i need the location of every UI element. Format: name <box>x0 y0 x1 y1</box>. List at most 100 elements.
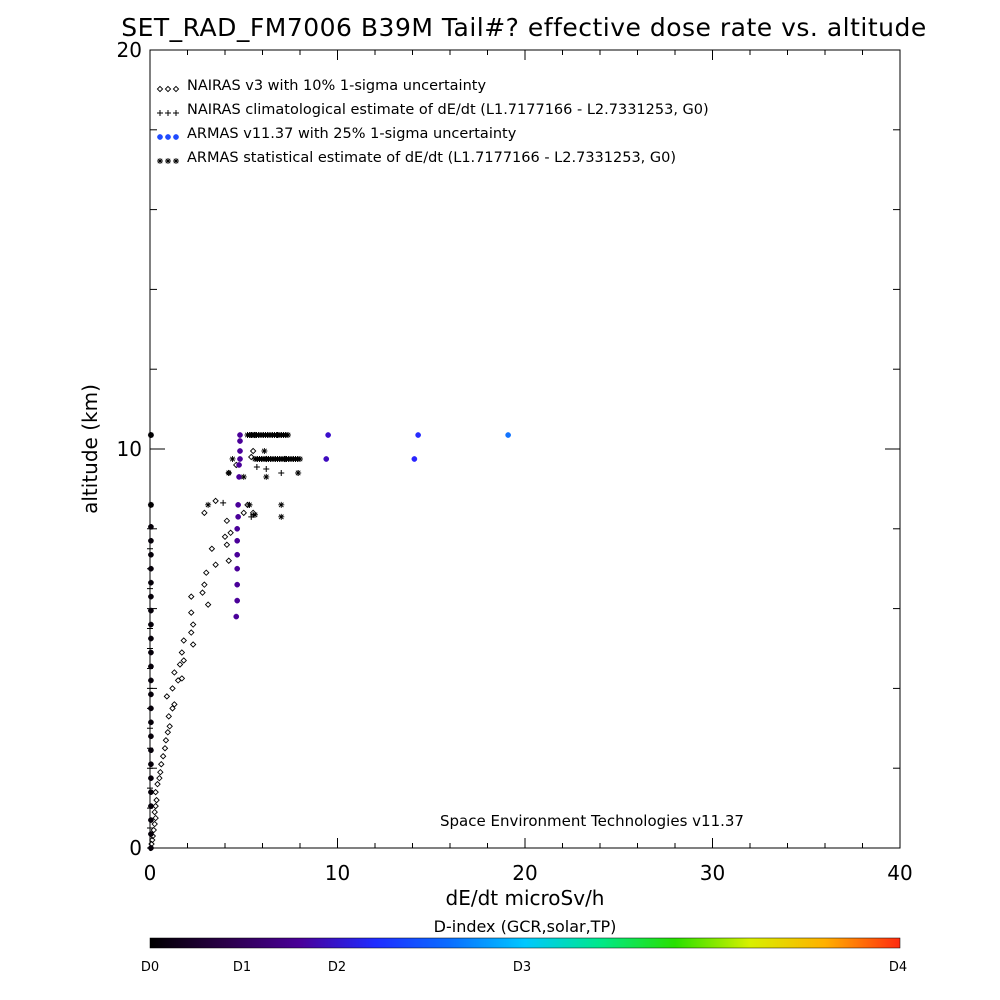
diamond-point <box>178 649 186 656</box>
plus-point <box>220 499 227 506</box>
diamond-point <box>169 705 176 712</box>
dot-point <box>148 845 154 851</box>
diamond-point <box>176 661 184 668</box>
dot-point <box>148 621 154 628</box>
colorbar-title: D-index (GCR,solar,TP) <box>434 917 617 936</box>
plus-point <box>147 825 153 832</box>
x-tick-label: 20 <box>512 861 537 885</box>
x-tick-label: 0 <box>144 861 157 885</box>
diamond-point <box>166 723 173 730</box>
plus-point <box>278 469 285 476</box>
diamond-point <box>223 517 231 525</box>
chart-title: SET_RAD_FM7006 B39M Tail#? effective dos… <box>121 13 927 42</box>
colorbar-tick-label: D2 <box>328 960 346 975</box>
asterisk-point <box>278 513 285 520</box>
diamond-point <box>221 533 229 541</box>
x-axis-label: dE/dt microSv/h <box>446 886 605 910</box>
dot-point <box>148 803 154 809</box>
legend-entry-label: ARMAS v11.37 with 25% 1-sigma uncertaint… <box>187 126 517 142</box>
legend-entry-label: NAIRAS climatological estimate of dE/dt … <box>187 102 709 118</box>
diamond-point <box>171 701 178 708</box>
plus-point <box>253 463 260 470</box>
legend-marker-dot <box>165 134 171 140</box>
dot-point <box>148 551 154 558</box>
legend-marker-asterisk <box>157 158 163 164</box>
x-tick-label: 40 <box>887 861 912 885</box>
dot-point <box>148 593 154 600</box>
colorbar-tick-label: D1 <box>233 960 251 975</box>
dot-point <box>234 565 241 572</box>
x-tick-label: 10 <box>325 861 350 885</box>
dot-point <box>234 581 241 588</box>
dot-point <box>237 438 243 444</box>
diamond-point <box>203 569 210 576</box>
dot-point <box>415 432 421 438</box>
legend-marker-diamond <box>164 85 172 93</box>
colorbar <box>149 937 901 949</box>
plus-point <box>263 465 270 472</box>
diamond-point <box>151 820 158 828</box>
diamond-point <box>188 609 195 616</box>
diamond-point <box>152 814 159 822</box>
asterisk-point <box>225 469 232 476</box>
legend-marker-diamond <box>156 85 164 93</box>
dot-point <box>148 831 154 837</box>
dot-point <box>148 817 154 823</box>
diamond-point <box>201 509 208 517</box>
diamond-point <box>151 808 158 816</box>
diamond-point <box>201 581 208 588</box>
dot-point <box>323 456 330 462</box>
colorbar-tick-label: D4 <box>889 960 907 975</box>
diamond-point <box>152 788 159 796</box>
dot-point <box>505 432 511 438</box>
plus-band-point <box>297 455 303 462</box>
dot-point <box>234 551 241 558</box>
dot-point <box>148 607 154 614</box>
legend-marker-dot <box>173 134 179 140</box>
diamond-point <box>189 641 197 648</box>
dot-point <box>148 677 154 684</box>
series-1 <box>147 432 302 851</box>
legend-marker-asterisk <box>173 158 179 164</box>
asterisk-point <box>246 501 253 508</box>
colorbar-labels: D0 D1 D2 D3 D4 <box>141 960 907 975</box>
diamond-point <box>156 774 163 782</box>
diamond-point <box>188 629 195 636</box>
legend-marker-asterisk <box>165 158 171 164</box>
dot-point <box>148 663 154 670</box>
dot-point <box>234 525 241 532</box>
y-axis-label: altitude (km) <box>78 384 102 514</box>
legend-marker-plus <box>157 110 163 116</box>
y-tick-label: 10 <box>117 437 142 461</box>
dot-point <box>148 705 154 712</box>
diamond-point <box>152 802 159 810</box>
dot-point <box>148 523 154 530</box>
asterisk-point <box>263 473 270 480</box>
diamond-point <box>212 497 219 505</box>
legend-marker-diamond <box>172 85 180 93</box>
asterisk-point <box>147 501 154 508</box>
diamond-point <box>249 447 257 455</box>
diamond-point <box>158 760 165 768</box>
asterisk-point <box>205 501 212 508</box>
diamond-point <box>161 745 169 752</box>
series-0 <box>147 431 289 852</box>
plus-band-point <box>285 432 291 439</box>
legend-entry-label: NAIRAS v3 with 10% 1-sigma uncertainty <box>187 78 486 94</box>
diamond-point <box>169 685 176 692</box>
asterisk-point <box>295 469 302 476</box>
dot-point <box>148 733 154 740</box>
dot-point <box>325 432 331 438</box>
diamond-point <box>180 637 187 644</box>
dot-point <box>235 513 241 520</box>
diamond-point <box>165 713 172 720</box>
legend-marker-plus <box>165 110 171 116</box>
diamond-point <box>163 693 171 700</box>
dot-point <box>237 456 243 462</box>
asterisk-point <box>278 501 285 508</box>
dot-point <box>235 502 241 508</box>
plus-point <box>147 585 153 592</box>
dot-point <box>237 432 243 438</box>
diamond-point <box>227 529 234 537</box>
